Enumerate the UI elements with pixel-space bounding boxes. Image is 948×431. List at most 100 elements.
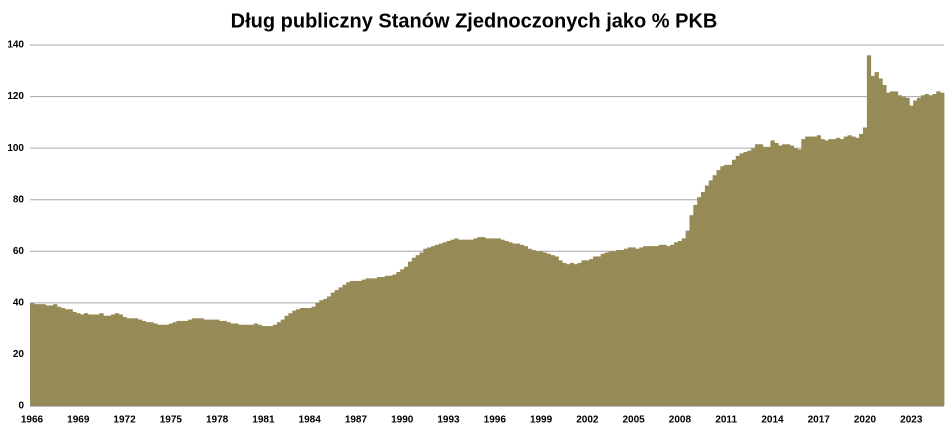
bar xyxy=(878,78,883,407)
bar xyxy=(242,324,247,406)
bar xyxy=(369,278,374,406)
bar xyxy=(438,243,444,406)
bar xyxy=(261,326,266,406)
bar xyxy=(226,322,231,406)
bar xyxy=(346,282,351,406)
bar xyxy=(581,260,586,406)
bar xyxy=(782,144,787,406)
bar xyxy=(188,319,193,406)
bar xyxy=(380,277,386,406)
bar xyxy=(373,278,378,406)
bar xyxy=(631,247,636,406)
bar xyxy=(701,191,706,406)
bar xyxy=(523,246,528,406)
bar xyxy=(284,315,289,406)
bar xyxy=(616,249,621,406)
x-tick-label: 2011 xyxy=(715,415,737,426)
bar xyxy=(218,320,224,406)
bar xyxy=(446,240,451,406)
bar xyxy=(755,144,760,406)
bar xyxy=(396,271,401,406)
bar xyxy=(527,248,532,406)
bar xyxy=(195,318,201,406)
bar xyxy=(134,318,139,406)
bar xyxy=(68,309,73,406)
bar xyxy=(843,136,848,406)
x-tick-label: 1969 xyxy=(67,415,90,426)
bar xyxy=(400,269,405,406)
bar xyxy=(423,248,428,406)
bar xyxy=(936,91,941,407)
bar xyxy=(361,279,366,406)
bar xyxy=(566,264,571,406)
bar xyxy=(377,277,382,406)
bar xyxy=(728,164,733,406)
bar xyxy=(550,255,555,406)
bar xyxy=(886,92,891,406)
bar xyxy=(940,92,945,406)
bar xyxy=(388,275,393,406)
bar xyxy=(666,246,671,406)
bar xyxy=(87,314,93,406)
x-tick-label: 1972 xyxy=(113,415,136,426)
bar xyxy=(531,249,536,406)
bar xyxy=(654,246,660,406)
bar xyxy=(882,84,887,406)
bar xyxy=(546,253,552,406)
bar xyxy=(103,315,108,406)
bar xyxy=(419,252,424,406)
bar xyxy=(863,127,868,406)
bar xyxy=(593,256,598,406)
bar xyxy=(647,246,652,406)
bar xyxy=(500,239,505,406)
bar xyxy=(215,319,220,406)
bar xyxy=(712,175,717,406)
bar xyxy=(126,318,131,406)
bar xyxy=(870,75,875,406)
bar xyxy=(114,313,120,406)
bar xyxy=(558,260,563,406)
bar xyxy=(454,238,459,406)
bar xyxy=(697,197,702,406)
bar xyxy=(612,251,617,406)
x-tick-label: 2020 xyxy=(854,415,877,426)
bar xyxy=(168,323,174,406)
bar xyxy=(762,146,767,406)
bar xyxy=(234,323,239,406)
bar xyxy=(288,313,293,406)
bar xyxy=(180,320,185,406)
bar xyxy=(365,278,370,406)
bar xyxy=(450,239,455,406)
bar xyxy=(604,252,609,406)
bar xyxy=(153,323,158,406)
bar xyxy=(384,275,390,406)
bar xyxy=(639,247,644,406)
bar xyxy=(83,313,89,406)
bar xyxy=(60,308,66,406)
bar xyxy=(569,262,575,406)
bar xyxy=(901,96,906,407)
bar xyxy=(920,95,926,407)
bar xyxy=(149,322,154,406)
bar xyxy=(693,204,698,406)
bar xyxy=(585,260,590,406)
bar xyxy=(893,91,899,407)
bar xyxy=(704,185,710,406)
bar xyxy=(539,251,544,406)
bar xyxy=(542,252,548,406)
bar xyxy=(890,91,895,407)
bar xyxy=(37,304,42,406)
bar xyxy=(496,238,501,406)
bar xyxy=(91,314,96,406)
bar xyxy=(253,323,258,406)
bar xyxy=(110,314,116,406)
bar xyxy=(766,146,771,406)
bar xyxy=(30,302,35,406)
bar xyxy=(80,314,85,406)
x-tick-label: 1993 xyxy=(437,415,460,426)
bar xyxy=(465,239,471,406)
bar xyxy=(828,139,833,406)
y-tick-label: 40 xyxy=(13,297,25,308)
bar xyxy=(758,144,764,406)
